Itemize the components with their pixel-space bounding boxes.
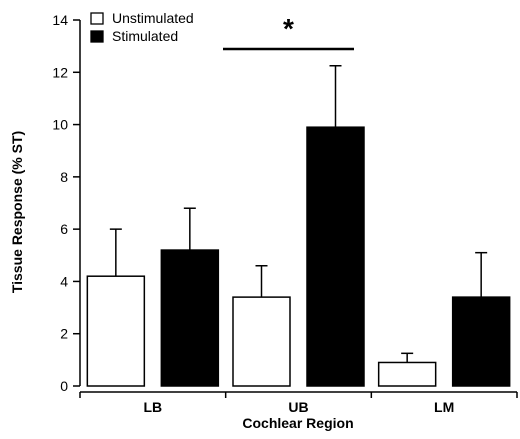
- x-category-label: UB: [288, 399, 308, 415]
- x-axis-title: Cochlear Region: [242, 415, 353, 431]
- y-axis-title: Tissue Response (% ST): [9, 131, 25, 293]
- y-tick-label: 8: [60, 169, 68, 185]
- bars: *: [86, 13, 511, 387]
- y-tick-label: 0: [60, 378, 68, 394]
- y-tick-label: 4: [60, 273, 68, 289]
- legend-swatch: [90, 30, 104, 43]
- axes: 0 2 4 6 8 10 12 14 LB UB LM: [52, 12, 518, 415]
- y-tick-label: 14: [52, 12, 68, 28]
- legend-label: Stimulated: [112, 28, 178, 44]
- x-category-label: LB: [143, 399, 162, 415]
- bar-unstimulated-lb: [86, 275, 146, 387]
- bar-unstimulated-lm: [377, 361, 437, 387]
- legend-swatch: [90, 12, 104, 25]
- y-tick-label: 10: [52, 117, 68, 133]
- bar-stimulated-lm: [451, 296, 511, 387]
- legend: Unstimulated Stimulated: [90, 10, 194, 44]
- bar-unstimulated-ub: [232, 296, 291, 387]
- y-tick-label: 2: [60, 326, 68, 342]
- bar-stimulated-lb: [160, 249, 220, 387]
- bar-stimulated-ub: [306, 126, 365, 387]
- y-tick-label: 12: [52, 64, 68, 80]
- x-category-label: LM: [434, 399, 454, 415]
- y-tick-label: 6: [60, 221, 68, 237]
- significance-asterisk: *: [283, 13, 294, 44]
- legend-label: Unstimulated: [112, 10, 194, 26]
